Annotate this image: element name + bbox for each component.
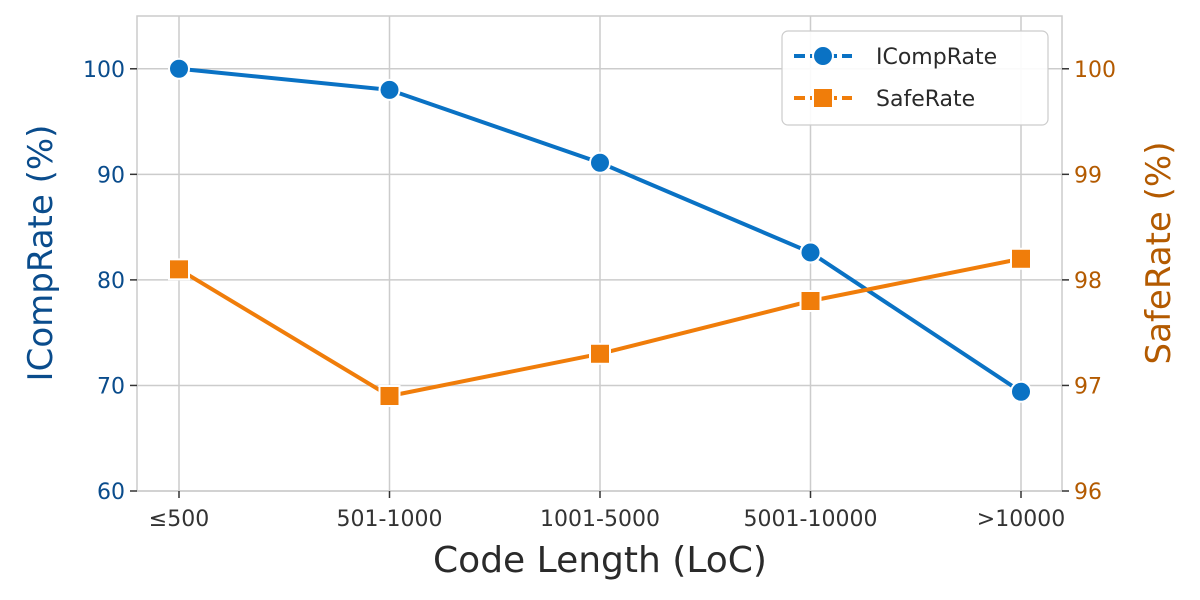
right-tick-label: 99 bbox=[1074, 163, 1102, 188]
legend-marker-saferate bbox=[812, 87, 834, 109]
right-tick-label: 100 bbox=[1074, 58, 1116, 83]
left-axis-ticks: 60 70 80 90 100 bbox=[83, 58, 137, 505]
x-tick-label: 5001-10000 bbox=[744, 507, 878, 532]
data-point-saferate bbox=[378, 385, 401, 407]
legend-marker-icomprate bbox=[812, 45, 834, 67]
right-tick-label: 97 bbox=[1074, 374, 1102, 399]
data-point-saferate bbox=[168, 258, 190, 281]
data-point-icomprate bbox=[799, 241, 822, 264]
data-point-icomprate bbox=[168, 57, 190, 80]
data-point-icomprate bbox=[589, 151, 611, 174]
left-tick-label: 80 bbox=[97, 269, 125, 294]
x-tick-label: >10000 bbox=[977, 507, 1065, 532]
data-point-icomprate bbox=[378, 78, 401, 101]
left-tick-label: 100 bbox=[83, 58, 125, 83]
left-axis-title: ICompRate (%) bbox=[21, 125, 61, 382]
data-point-saferate bbox=[1010, 247, 1032, 270]
x-tick-label: 501-1000 bbox=[337, 507, 443, 532]
right-tick-label: 96 bbox=[1074, 480, 1102, 505]
right-axis-title: SafeRate (%) bbox=[1139, 142, 1179, 365]
right-tick-label: 98 bbox=[1074, 269, 1102, 294]
left-tick-label: 90 bbox=[97, 163, 125, 188]
series-layer bbox=[168, 57, 1032, 407]
x-axis-title: Code Length (LoC) bbox=[433, 540, 767, 581]
legend: ICompRate SafeRate bbox=[781, 30, 1049, 126]
legend-item-icomprate: ICompRate bbox=[794, 45, 997, 70]
right-axis-ticks: 96 97 98 99 100 bbox=[1062, 58, 1116, 505]
left-tick-label: 70 bbox=[97, 374, 125, 399]
data-point-icomprate bbox=[1010, 380, 1032, 403]
x-tick-label: 1001-5000 bbox=[540, 507, 660, 532]
x-tick-label: ≤500 bbox=[149, 507, 209, 532]
data-point-saferate bbox=[589, 342, 611, 365]
legend-item-saferate: SafeRate bbox=[794, 87, 975, 112]
x-axis-ticks: ≤500 501-1000 1001-5000 5001-10000 >10000 bbox=[149, 491, 1065, 532]
left-tick-label: 60 bbox=[97, 480, 125, 505]
legend-label-saferate: SafeRate bbox=[876, 87, 975, 112]
legend-label-icomprate: ICompRate bbox=[876, 45, 997, 70]
data-point-saferate bbox=[799, 290, 822, 312]
